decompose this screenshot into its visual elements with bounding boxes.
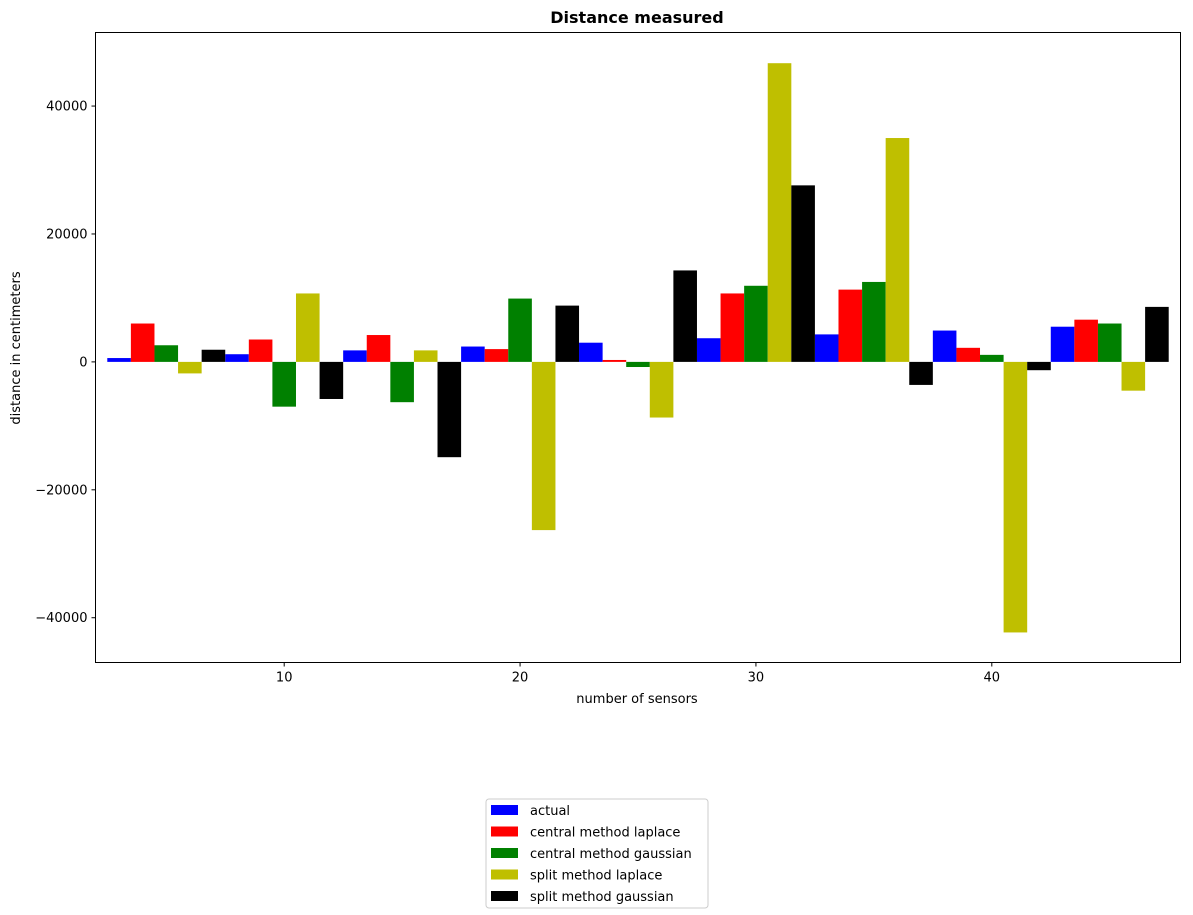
bar <box>461 346 485 362</box>
bar <box>956 347 981 362</box>
bar <box>696 338 721 362</box>
bar <box>295 293 320 362</box>
bar <box>1027 361 1051 371</box>
legend-item: central method gaussian <box>491 847 692 862</box>
bar <box>130 323 155 362</box>
bar <box>390 361 414 403</box>
bar <box>555 305 580 362</box>
bar <box>980 354 1004 362</box>
bar <box>791 185 815 362</box>
bar <box>909 361 933 385</box>
series-5 <box>201 185 1169 458</box>
bars-group <box>107 63 1169 633</box>
bar <box>201 349 226 362</box>
bar <box>484 349 509 362</box>
bar <box>1050 326 1075 362</box>
y-axis-label: distance in centimeters <box>9 271 24 424</box>
legend-frame <box>485 798 709 909</box>
x-axis: 10 20 30 40 <box>276 662 1001 686</box>
bar <box>814 334 839 362</box>
legend-label: central method laplace <box>530 826 680 841</box>
legend-item: split method gaussian <box>491 890 674 905</box>
bar <box>626 361 650 368</box>
bar <box>225 354 249 362</box>
chart-title: Distance measured <box>550 8 723 27</box>
bar <box>862 281 886 362</box>
series-1 <box>107 326 1075 362</box>
bar <box>602 359 627 362</box>
bar <box>932 330 957 362</box>
bar <box>413 350 438 362</box>
bar <box>1003 361 1028 633</box>
series-2 <box>130 289 1098 362</box>
x-tick-label: 10 <box>276 671 293 686</box>
bar <box>1074 319 1098 362</box>
legend-label: central method gaussian <box>530 847 692 862</box>
legend-item: central method laplace <box>491 826 680 841</box>
series-3 <box>154 281 1122 407</box>
y-tick-label: −20000 <box>35 483 87 498</box>
bar <box>107 358 131 362</box>
bar <box>248 339 273 362</box>
legend-swatch <box>491 805 518 815</box>
bar <box>744 285 768 362</box>
bar <box>154 345 179 362</box>
bar <box>531 361 556 531</box>
series-4 <box>178 63 1146 633</box>
y-axis: −40000 −20000 0 20000 40000 <box>35 100 96 626</box>
legend-swatch <box>491 848 518 858</box>
bar <box>272 361 296 407</box>
bar <box>319 361 344 399</box>
bar <box>1145 306 1169 362</box>
bar <box>579 342 603 362</box>
bar <box>720 293 745 362</box>
legend: actual central method laplace central meth… <box>485 798 709 909</box>
legend-swatch <box>491 826 518 837</box>
bar <box>178 361 202 374</box>
plot-area-frame <box>95 32 1181 663</box>
y-tick-label: 0 <box>79 355 87 370</box>
bar <box>437 361 462 458</box>
bar <box>508 298 532 362</box>
bar <box>1097 323 1122 362</box>
legend-item: split method laplace <box>491 869 662 884</box>
x-tick-label: 20 <box>512 671 529 686</box>
legend-swatch <box>491 869 518 880</box>
bar <box>343 350 367 362</box>
bar <box>885 138 910 362</box>
bar <box>649 361 674 418</box>
x-tick-label: 40 <box>984 671 1001 686</box>
legend-label: split method gaussian <box>530 890 674 905</box>
y-tick-label: −40000 <box>35 611 87 626</box>
x-axis-label: number of sensors <box>576 692 698 707</box>
x-tick-label: 30 <box>748 671 765 686</box>
y-tick-label: 20000 <box>46 227 87 242</box>
y-tick-label: 40000 <box>46 100 87 115</box>
legend-item: actual <box>491 804 570 819</box>
legend-label: split method laplace <box>530 869 662 884</box>
bar <box>1121 361 1146 391</box>
bar <box>366 335 391 362</box>
bar <box>673 270 697 362</box>
legend-label: actual <box>530 804 570 819</box>
bar <box>838 289 863 362</box>
legend-swatch <box>491 891 518 901</box>
bar <box>767 63 792 362</box>
